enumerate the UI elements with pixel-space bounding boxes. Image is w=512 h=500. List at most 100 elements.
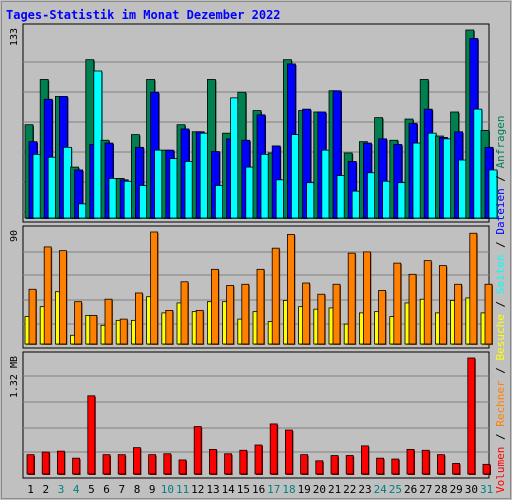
bar-rechner-day-10 (165, 309, 174, 345)
x-axis-label-day-20: 20 (313, 483, 326, 496)
bar-volumen-day-20 (315, 460, 324, 475)
bar-seiten-day-4 (78, 203, 87, 219)
x-axis-label-day-10: 10 (161, 483, 174, 496)
bar-volumen-day-28 (436, 454, 445, 475)
bar-seiten-day-25 (397, 182, 407, 219)
x-axis-label-day-8: 8 (134, 483, 141, 496)
x-axis-label-day-17: 17 (267, 483, 280, 496)
x-axis-label-day-23: 23 (358, 483, 371, 496)
bar-volumen-day-17 (269, 423, 278, 475)
bar-volumen-day-21 (330, 455, 339, 475)
x-axis-label-day-14: 14 (222, 483, 236, 496)
bar-rechner-day-15 (241, 283, 250, 345)
x-axis-label-day-22: 22 (343, 483, 356, 496)
panel-2-y-max-label: 90 (9, 230, 20, 242)
bar-seiten-day-30 (473, 108, 483, 219)
bar-volumen-day-25 (391, 458, 400, 475)
bar-rechner-day-27 (423, 260, 432, 345)
bar-rechner-day-30 (469, 232, 478, 345)
bar-volumen-day-3 (57, 450, 65, 475)
bar-seiten-day-1 (32, 153, 42, 219)
x-axis-label-day-2: 2 (42, 483, 49, 496)
bar-volumen-day-5 (87, 395, 96, 475)
x-axis-label-day-18: 18 (282, 483, 295, 496)
bar-seiten-day-23 (366, 172, 376, 219)
bar-volumen-day-2 (41, 451, 50, 475)
bar-volumen-day-15 (239, 449, 248, 475)
bar-seiten-day-31 (488, 169, 498, 219)
bar-volumen-day-24 (376, 457, 385, 475)
bar-volumen-day-9 (148, 454, 157, 475)
panel-1-y-max-label: 133 (9, 28, 20, 46)
legend-item-besuche: Besuche (494, 314, 507, 360)
bar-rechner-day-17 (271, 247, 280, 345)
panel-3-y-max-label: 1.32 MB (9, 356, 20, 398)
legend-separator: / (494, 427, 507, 447)
bar-rechner-day-5 (89, 314, 98, 345)
bar-volumen-day-13 (208, 448, 217, 475)
legend-item-seiten: Seiten (494, 255, 507, 295)
bar-seiten-day-8 (138, 185, 148, 219)
bar-rechner-day-6 (104, 298, 113, 345)
bar-rechner-day-13 (210, 268, 219, 345)
bar-rechner-day-7 (119, 318, 128, 345)
bar-volumen-day-29 (452, 463, 461, 475)
x-axis-label-day-12: 12 (191, 483, 204, 496)
x-axis-label-day-27: 27 (419, 483, 432, 496)
bar-seiten-day-18 (290, 134, 300, 219)
legend-item-anfragen: Anfragen (494, 115, 507, 168)
x-axis-label-day-9: 9 (149, 483, 156, 496)
bar-rechner-day-14 (226, 285, 235, 345)
x-axis-label-day-21: 21 (328, 483, 341, 496)
x-axis-label-day-31: 31 (480, 483, 493, 496)
legend-separator: / (494, 361, 507, 381)
bar-rechner-day-22 (347, 252, 356, 345)
x-axis-label-day-29: 29 (450, 483, 463, 496)
bar-rechner-day-1 (28, 288, 37, 345)
bar-volumen-day-18 (284, 429, 293, 475)
x-axis-label-day-28: 28 (434, 483, 447, 496)
bar-volumen-day-4 (72, 457, 80, 475)
bar-rechner-day-3 (59, 250, 67, 345)
bar-volumen-day-30 (467, 357, 476, 475)
x-axis-label-day-7: 7 (118, 483, 125, 496)
x-axis-label-day-11: 11 (176, 483, 189, 496)
bar-volumen-day-1 (26, 454, 35, 475)
legend: Volumen / Rechner / Besuche / Seiten / D… (494, 115, 507, 493)
bar-volumen-day-19 (300, 454, 309, 475)
x-axis-label-day-5: 5 (88, 483, 95, 496)
bar-rechner-day-21 (332, 283, 341, 345)
bar-rechner-day-29 (454, 283, 463, 345)
bar-seiten-day-16 (260, 153, 270, 219)
bar-rechner-day-25 (393, 262, 402, 345)
bar-rechner-day-24 (378, 290, 387, 345)
bar-seiten-day-21 (336, 175, 346, 219)
bar-volumen-day-8 (132, 447, 141, 475)
legend-item-dateien: Dateien (494, 188, 507, 234)
bar-volumen-day-16 (254, 444, 263, 475)
bar-rechner-day-9 (150, 231, 159, 345)
bar-volumen-day-11 (178, 459, 187, 475)
x-axis-label-day-4: 4 (73, 483, 80, 496)
x-axis-label-day-15: 15 (237, 483, 250, 496)
bar-seiten-day-13 (214, 185, 224, 219)
legend-separator: / (494, 235, 507, 255)
x-axis-label-day-25: 25 (389, 483, 402, 496)
bar-rechner-day-20 (317, 293, 326, 345)
bar-rechner-day-12 (195, 309, 204, 345)
bar-rechner-day-2 (43, 246, 52, 345)
bar-seiten-day-26 (412, 142, 422, 219)
bar-volumen-day-27 (421, 449, 430, 475)
bar-volumen-day-6 (102, 454, 111, 475)
bar-volumen-day-10 (163, 453, 172, 475)
x-axis-label-day-16: 16 (252, 483, 265, 496)
bar-volumen-day-7 (117, 454, 126, 475)
legend-item-rechner: Rechner (494, 380, 507, 427)
legend-separator: / (494, 294, 507, 314)
bar-volumen-day-22 (345, 455, 354, 475)
bar-rechner-day-23 (362, 251, 371, 345)
x-axis-label-day-3: 3 (58, 483, 65, 496)
bar-rechner-day-11 (180, 281, 189, 345)
x-axis-label-day-1: 1 (27, 483, 34, 496)
